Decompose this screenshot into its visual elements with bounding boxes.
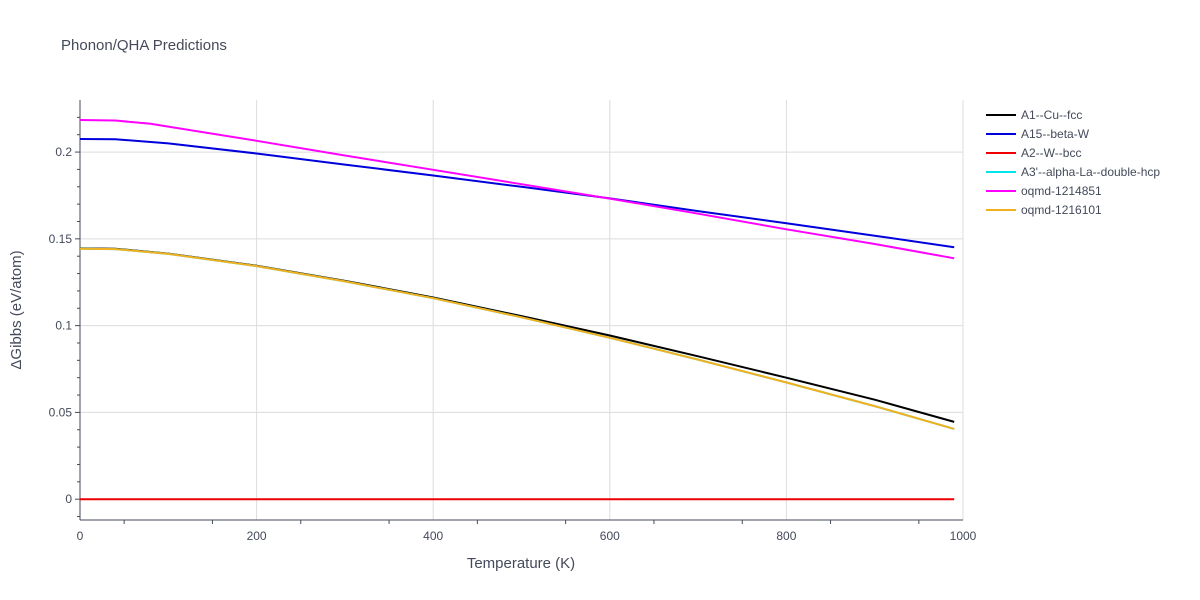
y-axis-title: ΔGibbs (eV/atom)	[8, 250, 25, 369]
chart-title: Phonon/QHA Predictions	[61, 37, 227, 54]
y-tick-label: 0.2	[55, 145, 72, 159]
legend-label: oqmd-1216101	[1021, 203, 1102, 217]
x-tick-label: 400	[423, 529, 443, 543]
series-line-0[interactable]	[79, 247, 955, 423]
legend-label: A15--beta-W	[1021, 127, 1090, 141]
x-tick-label: 0	[77, 529, 84, 543]
legend-item-5[interactable]: oqmd-1216101	[986, 203, 1102, 217]
grid	[80, 100, 964, 520]
series-line-5[interactable]	[79, 247, 955, 430]
plot-area	[79, 119, 955, 501]
legend-label: oqmd-1214851	[1021, 184, 1102, 198]
legend-item-2[interactable]: A2--W--bcc	[986, 146, 1081, 160]
x-axis-title: Temperature (K)	[467, 555, 575, 572]
y-tick-label: 0	[65, 492, 72, 506]
series-line-3[interactable]	[79, 247, 955, 430]
x-tick-label: 200	[247, 529, 267, 543]
legend[interactable]: A1--Cu--fcc A15--beta-W A2--W--bcc A3'--alp…	[986, 108, 1160, 217]
legend-label: A1--Cu--fcc	[1021, 108, 1082, 122]
legend-item-3[interactable]: A3'--alpha-La--double-hcp	[986, 165, 1160, 179]
legend-item-1[interactable]: A15--beta-W	[986, 127, 1090, 141]
series-line-4[interactable]	[79, 119, 955, 260]
axes: 0 200 400 600 800 1000 0 0.05 0.1 0.15 0.2	[49, 100, 977, 543]
series-line-1[interactable]	[79, 138, 955, 249]
legend-label: A3'--alpha-La--double-hcp	[1021, 165, 1160, 179]
x-tick-label: 800	[776, 529, 796, 543]
y-tick-label: 0.05	[49, 405, 73, 419]
x-tick-label: 600	[600, 529, 620, 543]
legend-item-0[interactable]: A1--Cu--fcc	[986, 108, 1082, 122]
y-tick-label: 0.15	[49, 232, 73, 246]
y-tick-label: 0.1	[55, 319, 72, 333]
legend-item-4[interactable]: oqmd-1214851	[986, 184, 1102, 198]
legend-label: A2--W--bcc	[1021, 146, 1081, 160]
x-tick-label: 1000	[950, 529, 977, 543]
